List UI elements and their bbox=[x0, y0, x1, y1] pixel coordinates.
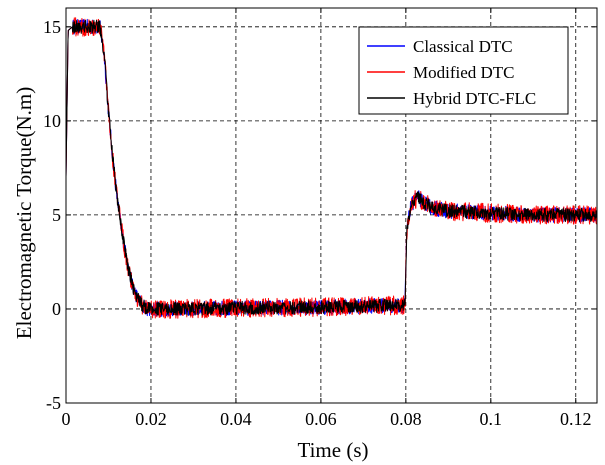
axis-ticks bbox=[65, 8, 597, 404]
y-tick-label: 10 bbox=[43, 111, 61, 131]
legend-label-classical-dtc: Classical DTC bbox=[413, 37, 513, 56]
plot-frame bbox=[65, 7, 598, 404]
legend-label-modified-dtc: Modified DTC bbox=[413, 63, 515, 82]
x-tick-label: 0.06 bbox=[305, 409, 337, 429]
legend-label-hybrid-dtc-flc: Hybrid DTC-FLC bbox=[413, 89, 536, 108]
series-line-modified-dtc bbox=[65, 17, 598, 319]
y-tick-label: 15 bbox=[43, 17, 61, 37]
x-tick-label: 0 bbox=[62, 409, 71, 429]
series-line-hybrid-dtc-flc bbox=[65, 19, 598, 316]
legend-box bbox=[358, 26, 569, 115]
x-tick-label: 0.08 bbox=[390, 409, 422, 429]
x-tick-label: 0.12 bbox=[560, 409, 592, 429]
x-tick-label: 0.04 bbox=[220, 409, 252, 429]
x-axis-label: Time (s) bbox=[298, 438, 369, 462]
plot-series bbox=[65, 17, 598, 319]
x-tick-label: 0.1 bbox=[480, 409, 503, 429]
y-axis-label: Electromagnetic Torque(N.m) bbox=[12, 87, 36, 339]
legend: Classical DTC Modified DTC Hybrid DTC-FL… bbox=[358, 26, 569, 115]
y-tick-label: 5 bbox=[52, 205, 61, 225]
y-tick-label: 0 bbox=[52, 299, 61, 319]
x-tick-label: 0.02 bbox=[135, 409, 167, 429]
y-tick-label: -5 bbox=[46, 393, 61, 413]
